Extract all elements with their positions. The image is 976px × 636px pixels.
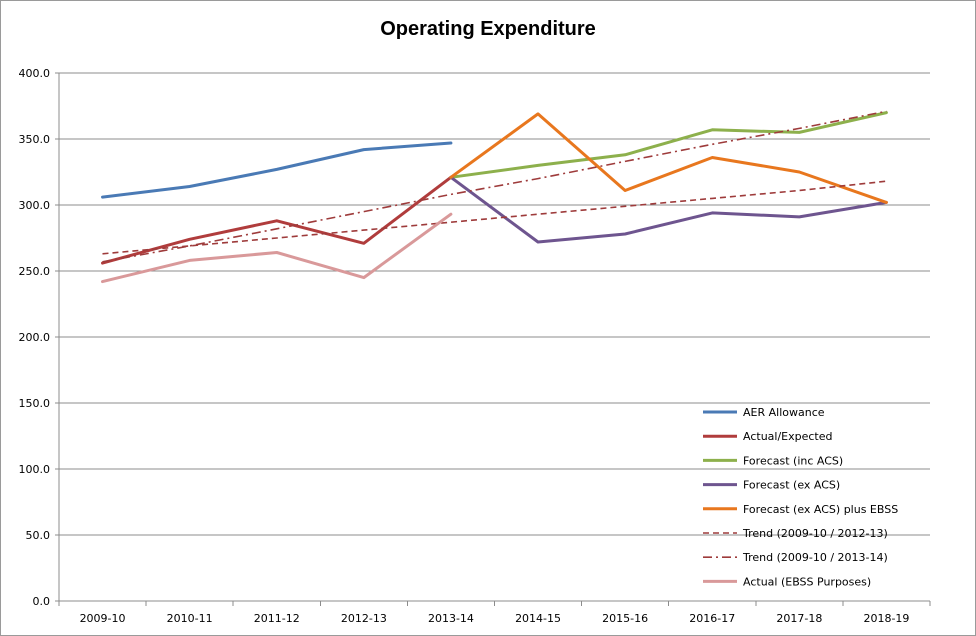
x-tick-label: 2018-19 (863, 612, 909, 625)
series-line-7 (101, 212, 453, 284)
series-line-3 (449, 175, 888, 244)
x-tick-label: 2017-18 (776, 612, 822, 625)
legend-label: Actual (EBSS Purposes) (743, 575, 871, 588)
x-tick-label: 2011-12 (254, 612, 300, 625)
y-tick-label: 200.0 (19, 331, 51, 344)
series-line-4 (449, 112, 888, 204)
legend-label: Forecast (inc ACS) (743, 454, 843, 467)
y-tick-label: 300.0 (19, 199, 51, 212)
x-tick-label: 2013-14 (428, 612, 474, 625)
series-line-0 (101, 141, 453, 199)
legend-label: Forecast (ex ACS) plus EBSS (743, 503, 898, 516)
y-tick-label: 350.0 (19, 133, 51, 146)
x-tick-label: 2014-15 (515, 612, 561, 625)
y-tick-label: 250.0 (19, 265, 51, 278)
series-line-6 (102, 110, 887, 263)
x-tick-label: 2010-11 (167, 612, 213, 625)
legend-label: Actual/Expected (743, 430, 833, 443)
y-tick-label: 150.0 (19, 397, 51, 410)
y-tick-label: 400.0 (19, 67, 51, 80)
legend-label: AER Allowance (743, 406, 825, 419)
legend: AER Allowance Actual/Expected Forecast (in… (703, 406, 898, 588)
y-tick-label: 0.0 (33, 595, 51, 608)
y-tick-label: 50.0 (26, 529, 51, 542)
gridlines (59, 72, 930, 602)
legend-label: Trend (2009-10 / 2012-13) (742, 527, 888, 540)
series-line-2 (449, 111, 888, 179)
x-tick-label: 2012-13 (341, 612, 387, 625)
axes: 0.0 50.0 100.0 150.0 200.0 250.0 300.0 350.0 400… (19, 67, 931, 625)
x-tick-label: 2016-17 (689, 612, 735, 625)
legend-label: Forecast (ex ACS) (743, 479, 840, 492)
x-tick-label: 2009-10 (80, 612, 126, 625)
legend-label: Trend (2009-10 / 2013-14) (742, 551, 888, 564)
series-lines (101, 110, 888, 284)
series-line-1 (101, 175, 453, 265)
series-line-5 (102, 180, 887, 255)
x-tick-label: 2015-16 (602, 612, 648, 625)
y-tick-label: 100.0 (19, 463, 51, 476)
chart-title: Operating Expenditure (380, 18, 596, 40)
